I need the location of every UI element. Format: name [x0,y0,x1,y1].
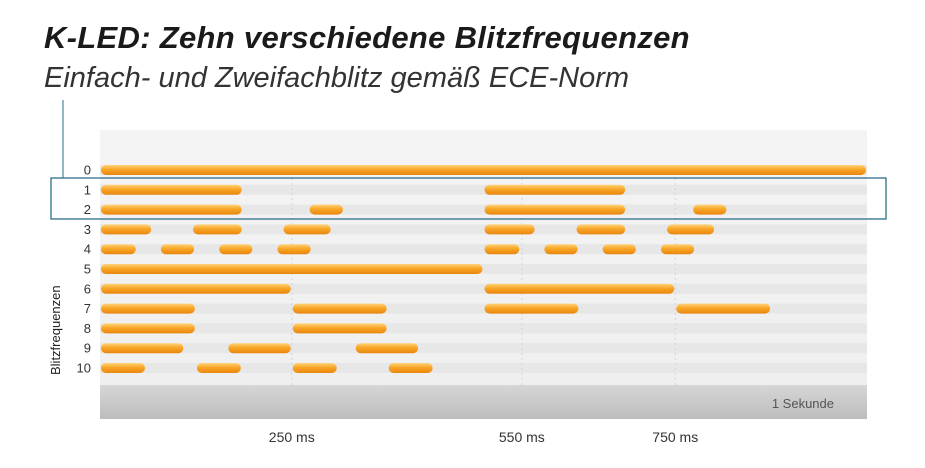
flash-bar [292,323,387,334]
row-label: 9 [84,341,91,356]
flash-bar [101,165,866,175]
row-label: 0 [84,163,91,178]
flash-bar [101,264,483,274]
flash-bar [576,224,626,235]
row-track [100,224,867,235]
flash-bar [101,323,195,334]
flash-bar [292,363,337,373]
flash-bar [388,363,433,373]
flash-bar [196,363,241,373]
row-label: 7 [84,301,91,316]
flash-bar [193,224,242,235]
flash-bar [101,244,136,255]
row-label: 3 [84,222,91,237]
flash-bar [544,244,578,255]
flash-bar [602,244,636,255]
chart-title: K-LED: Zehn verschiedene Blitzfrequenzen [44,20,690,55]
flash-bar [101,303,195,314]
flash-bar [292,303,387,314]
row-label: 8 [84,321,91,336]
flash-bar [277,244,311,255]
flash-bar [660,244,695,255]
flash-bar [101,184,242,195]
flash-bar [667,224,715,235]
row-label: 4 [84,242,91,257]
row-label: 6 [84,281,91,296]
chart-subtitle: Einfach- und Zweifachblitz gemäß ECE-Nor… [44,62,630,94]
time-band [100,385,867,419]
row-track [100,363,867,373]
row-track [100,323,867,334]
flash-bar [101,204,242,215]
row-label: 10 [77,361,91,376]
flash-bar [101,283,291,294]
flash-bar [484,283,675,294]
flash-bar [484,303,579,314]
row-track [100,264,867,274]
flash-bar [309,204,343,215]
flash-bar [484,224,535,235]
flash-bar [219,244,253,255]
row-track [100,343,867,354]
highlight-box [50,177,887,220]
x-tick-label: 750 ms [652,429,698,445]
row-track [100,244,867,255]
row-track [100,283,867,294]
flash-bar [160,244,195,255]
row-track [100,303,867,314]
flash-bar [484,244,520,255]
flash-bar [484,204,626,215]
flash-bar [484,184,626,195]
y-axis-label: Blitzfrequenzen [48,285,63,375]
flash-bar [228,343,291,354]
x-tick-label: 250 ms [269,429,315,445]
flash-bar [101,224,152,235]
row-track [100,184,867,195]
row-track [100,204,867,215]
row-label: 5 [84,262,91,277]
flash-bar [101,343,184,354]
flash-bar [101,363,146,373]
flash-bar [676,303,771,314]
flash-bar [693,204,727,215]
flash-bar [355,343,419,354]
x-tick-label: 550 ms [499,429,545,445]
row-label: 1 [84,182,91,197]
row-label: 2 [84,202,91,217]
flash-bar [283,224,331,235]
period-label: 1 Sekunde [772,396,834,411]
